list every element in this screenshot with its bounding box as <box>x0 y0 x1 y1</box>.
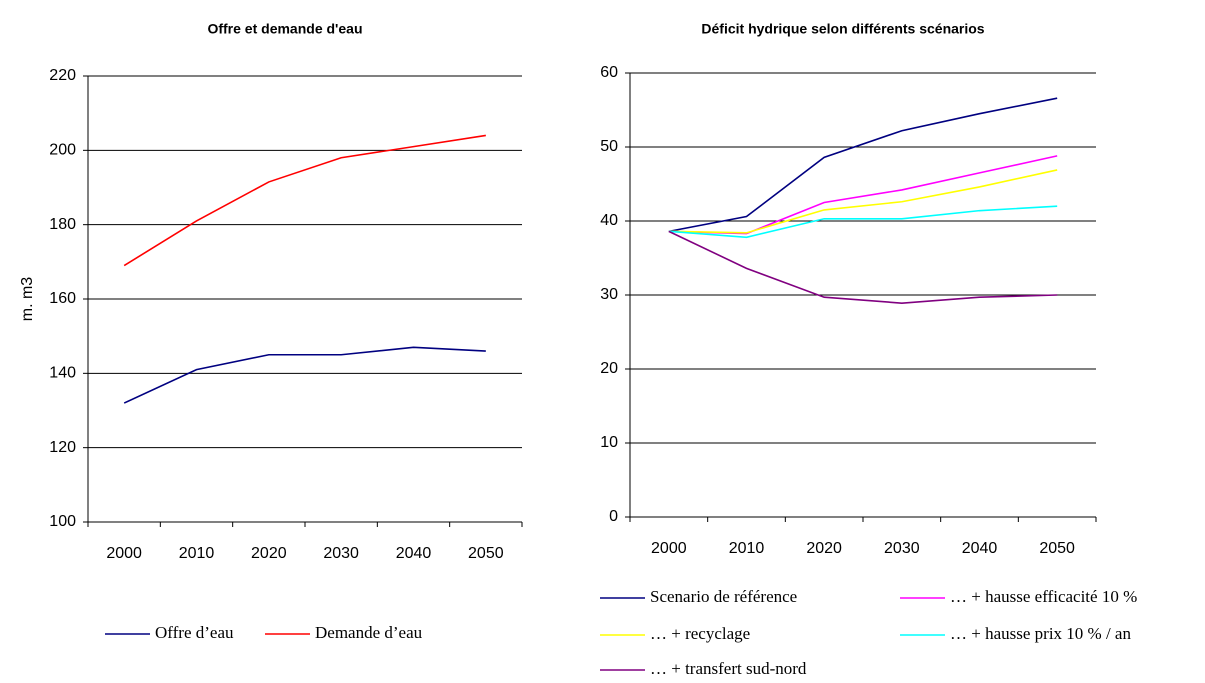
y-tick-label: 10 <box>600 434 618 451</box>
legend-label: … + recyclage <box>650 624 750 643</box>
x-tick-label: 2050 <box>468 545 504 562</box>
y-tick-label: 20 <box>600 360 618 377</box>
legend-label: … + transfert sud-nord <box>650 659 807 678</box>
y-tick-label: 220 <box>49 67 76 84</box>
y-tick-label: 140 <box>49 365 76 382</box>
y-tick-label: 100 <box>49 513 76 530</box>
series-line <box>668 155 1058 235</box>
y-tick-label: 50 <box>600 138 618 155</box>
y-tick-label: 30 <box>600 286 618 303</box>
series-line <box>668 97 1058 233</box>
legend-label: Scenario de référence <box>650 587 797 606</box>
legend-label: … + hausse efficacité 10 % <box>950 587 1137 606</box>
series-line <box>668 169 1058 234</box>
legend-label: … + hausse prix 10 % / an <box>950 624 1131 643</box>
series-line <box>123 134 486 267</box>
x-tick-label: 2000 <box>651 540 687 557</box>
y-tick-label: 120 <box>49 439 76 456</box>
x-tick-label: 2020 <box>251 545 287 562</box>
y-tick-label: 40 <box>600 212 618 229</box>
y-tick-label: 60 <box>600 64 618 81</box>
x-tick-label: 2030 <box>323 545 359 562</box>
x-tick-label: 2010 <box>179 545 215 562</box>
legend-label: Demande d’eau <box>315 623 423 642</box>
legend-label: Offre d’eau <box>155 623 234 642</box>
y-axis-label: m. m3 <box>19 277 36 322</box>
x-tick-label: 2020 <box>806 540 842 557</box>
x-tick-label: 2030 <box>884 540 920 557</box>
series-line <box>123 346 486 404</box>
y-tick-label: 180 <box>49 216 76 233</box>
series-line <box>668 205 1058 239</box>
y-tick-label: 0 <box>609 508 618 525</box>
y-tick-label: 200 <box>49 142 76 159</box>
x-tick-label: 2040 <box>962 540 998 557</box>
series-line <box>668 230 1058 304</box>
y-tick-label: 160 <box>49 290 76 307</box>
chart-title: Déficit hydrique selon différents scénar… <box>701 21 984 37</box>
x-tick-label: 2010 <box>729 540 765 557</box>
chart-title: Offre et demande d'eau <box>207 21 362 37</box>
x-tick-label: 2050 <box>1039 540 1075 557</box>
x-tick-label: 2000 <box>106 545 142 562</box>
x-tick-label: 2040 <box>396 545 432 562</box>
